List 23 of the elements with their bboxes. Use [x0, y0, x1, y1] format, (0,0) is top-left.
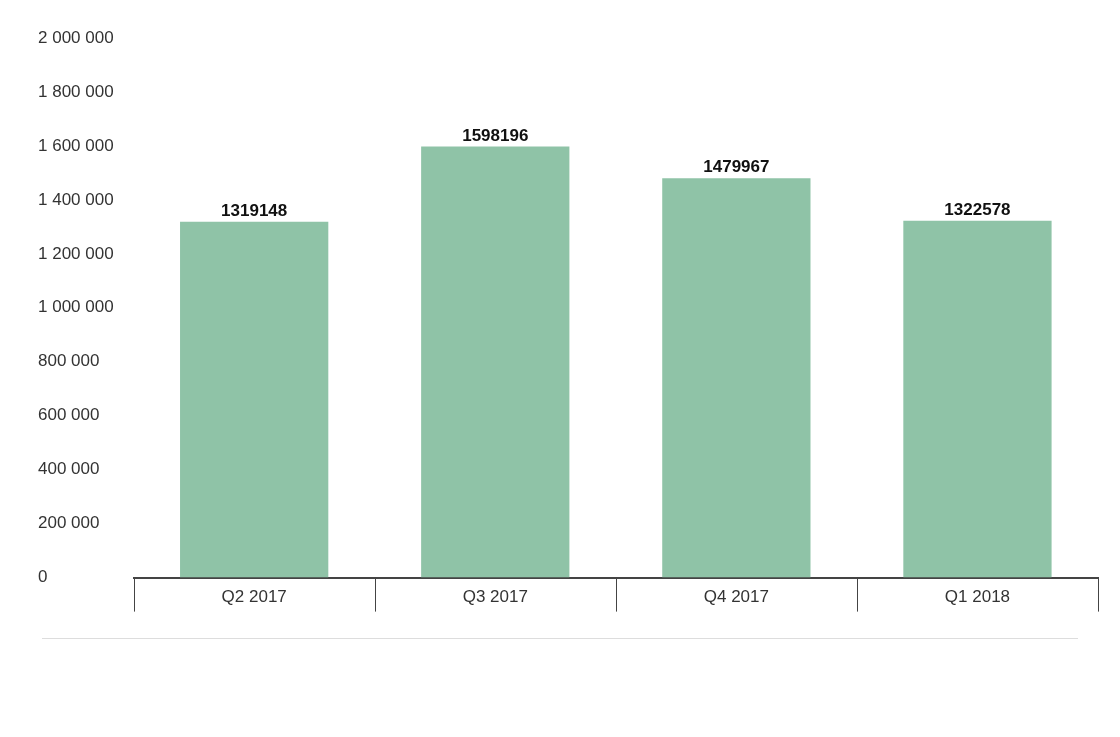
y-tick-label: 600 000 [38, 405, 100, 425]
bar [421, 146, 570, 578]
y-tick-label: 1 200 000 [38, 243, 114, 263]
y-tick-label: 800 000 [38, 351, 100, 371]
y-tick-label: 0 [38, 567, 48, 587]
y-tick-label: 1 000 000 [38, 297, 114, 317]
y-tick-label: 1 600 000 [38, 135, 114, 155]
y-tick-label: 200 000 [38, 513, 100, 533]
x-tick-label: Q2 2017 [221, 587, 287, 607]
bar [180, 221, 329, 578]
x-tick-label: Q4 2017 [703, 587, 769, 607]
y-tick-label: 1 800 000 [38, 81, 114, 101]
bar [903, 220, 1052, 578]
data-label: 1319148 [221, 200, 288, 220]
y-tick-label: 400 000 [38, 459, 100, 479]
data-label: 1598196 [462, 125, 529, 145]
y-tick-label: 1 400 000 [38, 189, 114, 209]
x-tick-label: Q3 2017 [462, 587, 528, 607]
y-tick-label: 2 000 000 [38, 27, 114, 47]
bar [662, 178, 811, 578]
data-label: 1479967 [703, 157, 770, 177]
data-label: 1322578 [944, 199, 1011, 219]
x-tick-label: Q1 2018 [944, 587, 1011, 607]
